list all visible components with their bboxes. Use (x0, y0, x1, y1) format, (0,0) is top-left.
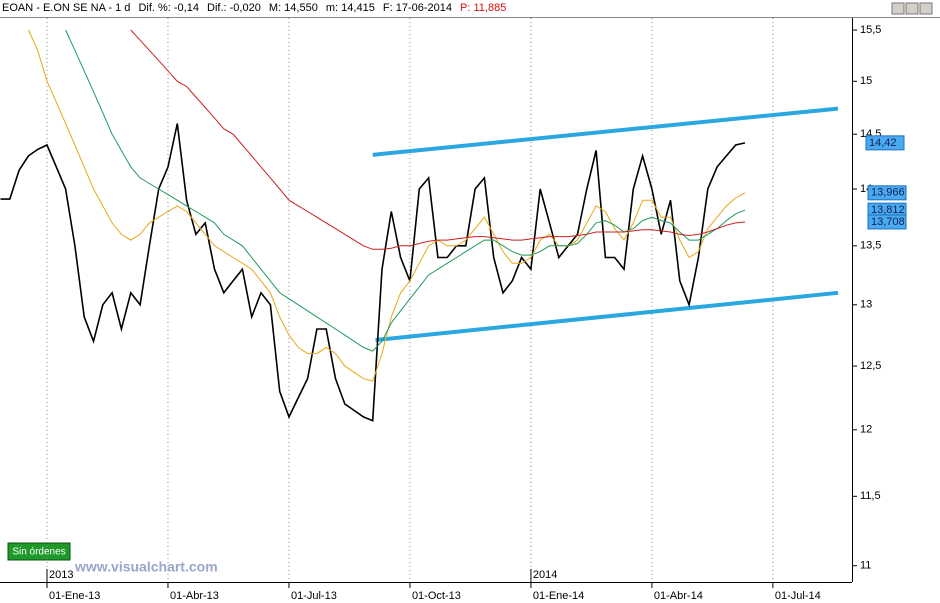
y-tick-label: 11 (860, 560, 871, 572)
minimize-button[interactable] (891, 2, 905, 15)
y-tick-label: 15,5 (860, 24, 881, 36)
year-label: 2013 (49, 569, 73, 581)
stat: m: 14,415 (325, 2, 375, 14)
x-tick-label: 01-Oct-13 (412, 590, 461, 602)
x-tick-label: 01-Abr-13 (170, 590, 219, 602)
watermark: www.visualchart.com (74, 559, 218, 575)
last-value-box (867, 214, 907, 230)
last-value-box (865, 135, 905, 151)
y-tick-label: 15 (860, 75, 872, 87)
moving-average (130, 29, 746, 250)
close-button[interactable] (919, 2, 933, 15)
header: EOAN - E.ON SE NA - 1 d Dif. %: -0,14 Di… (2, 2, 511, 14)
year-label: 2014 (533, 569, 557, 581)
y-tick-label: 13 (860, 299, 872, 311)
stat: Dif. %: -0,14 (138, 2, 199, 14)
last-value-label: 13,966 (871, 187, 905, 199)
x-tick-label: 01-Jul-13 (291, 590, 337, 602)
y-tick-label: 12,5 (860, 360, 881, 372)
moving-average (65, 29, 746, 352)
x-tick-label: 01-Ene-14 (533, 590, 584, 602)
stat: F: 17-06-2014 (382, 2, 452, 14)
last-value-label: 14,42 (869, 137, 897, 149)
price-line (0, 123, 746, 422)
x-tick-label: 01-Abr-14 (654, 590, 703, 602)
trend-line (375, 290, 839, 343)
last-value-box (867, 185, 907, 201)
trend-line (372, 106, 839, 157)
orders-button[interactable] (7, 542, 71, 561)
last-value-label: 13,812 (871, 204, 905, 216)
maximize-button[interactable] (905, 2, 919, 15)
y-tick-label: 13,5 (860, 240, 881, 252)
x-tick-label: 01-Ene-13 (49, 590, 100, 602)
last-price: P: 11,885 (460, 2, 507, 14)
y-tick-label: 11,5 (860, 490, 881, 502)
symbol: EOAN - E.ON SE NA - 1 d (2, 2, 131, 14)
moving-average (27, 29, 746, 382)
y-tick-label: 12 (860, 424, 872, 436)
orders-button-label: Sin órdenes (12, 547, 65, 558)
stat: Dif.: -0,020 (207, 2, 261, 14)
x-tick-label: 01-Jul-14 (775, 590, 821, 602)
window-buttons (891, 2, 933, 15)
stat: M: 14,550 (268, 2, 318, 14)
last-value-label: 13,708 (871, 216, 905, 228)
